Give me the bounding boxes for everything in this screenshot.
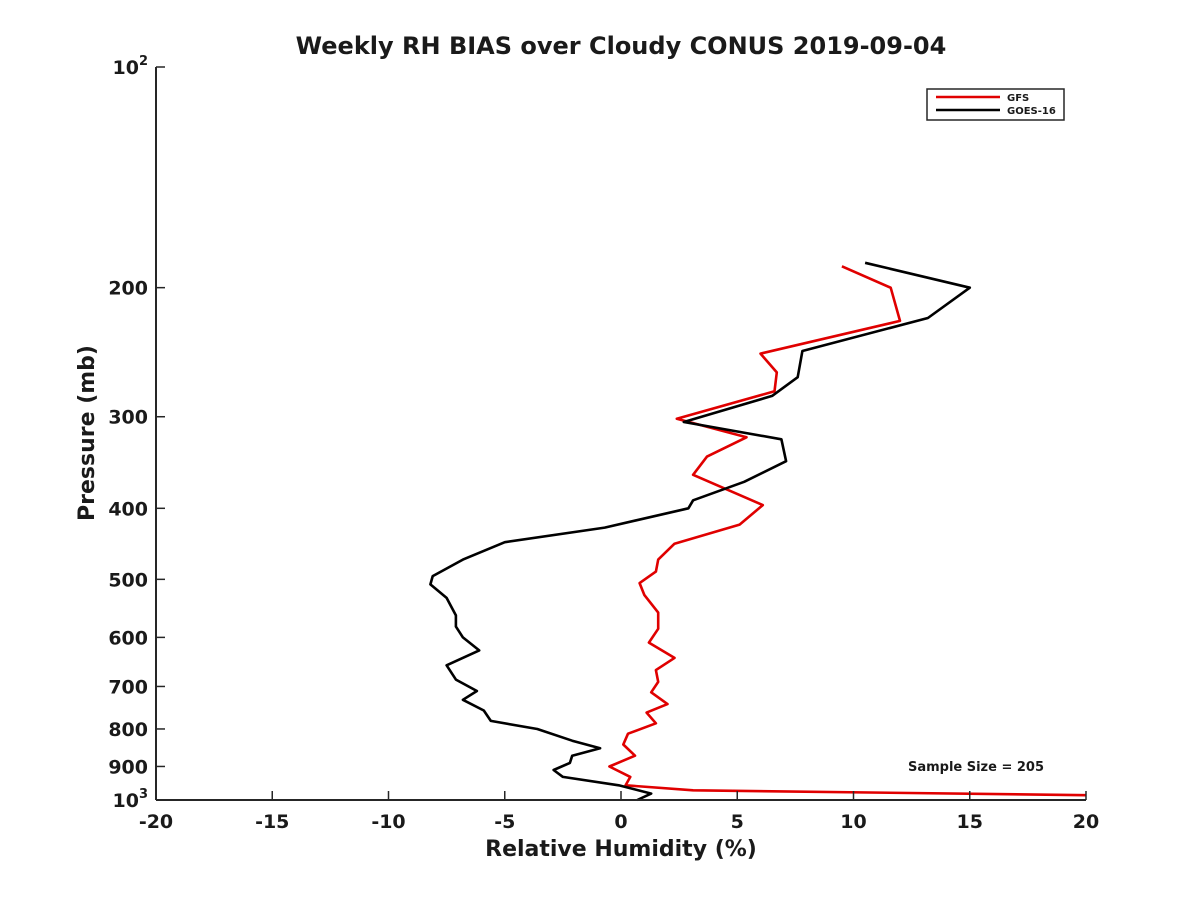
plot-lines <box>429 261 1087 802</box>
sample-size-annotation: Sample Size = 205 <box>908 760 1044 775</box>
series-line-goes16 <box>429 261 972 802</box>
y-tick-label: 600 <box>108 627 148 649</box>
y-tick-label: 200 <box>108 278 148 300</box>
x-tick-label: -10 <box>371 811 405 833</box>
y-tick-label: 102 <box>113 54 149 79</box>
x-tick-label: 20 <box>1073 811 1099 833</box>
legend-label-goes16: GOES-16 <box>1007 106 1056 117</box>
x-axis-title: Relative Humidity (%) <box>485 837 757 862</box>
y-tick-label: 500 <box>108 569 148 591</box>
x-tick-label: 15 <box>957 811 983 833</box>
x-tick-label: 5 <box>731 811 744 833</box>
x-tick-label: -5 <box>494 811 515 833</box>
x-tick-label: -15 <box>255 811 289 833</box>
legend-label-gfs: GFS <box>1007 93 1029 104</box>
x-tick-label: 0 <box>614 811 627 833</box>
y-tick-label: 800 <box>108 719 148 741</box>
y-tick-label: 700 <box>108 676 148 698</box>
y-tick-label: 400 <box>108 498 148 520</box>
legend-box <box>926 88 1065 121</box>
legend: GFS GOES-16 <box>926 88 1065 121</box>
x-tick-label: -20 <box>139 811 173 833</box>
chart-title: Weekly RH BIAS over Cloudy CONUS 2019-09… <box>296 32 947 60</box>
y-tick-label: 300 <box>108 407 148 429</box>
series-line-gfs <box>608 265 1087 797</box>
y-axis-title: Pressure (mb) <box>75 345 100 521</box>
x-tick-label: 10 <box>840 811 866 833</box>
y-tick-label: 103 <box>113 787 149 812</box>
y-tick-label: 900 <box>108 756 148 778</box>
x-ticks: -20 -15 -10 -5 0 5 10 15 20 <box>139 791 1099 833</box>
y-ticks: 102 200 300 400 500 600 700 800 900 103 <box>108 54 165 812</box>
